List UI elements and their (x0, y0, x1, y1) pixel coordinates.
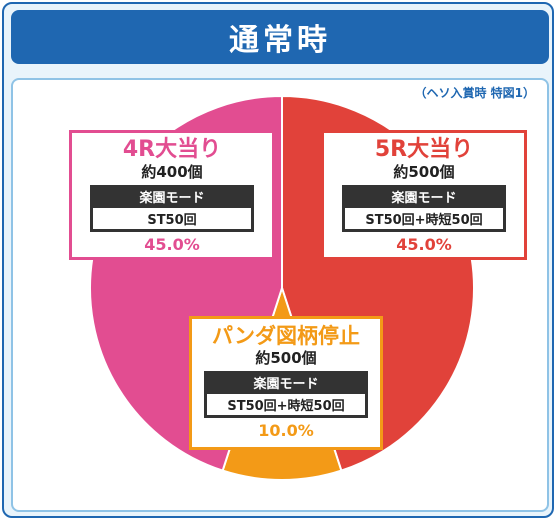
slice-percent: 45.0% (144, 235, 200, 254)
mode-name: 楽園モード (391, 191, 457, 206)
mode-box: 楽園モード ST50回 (90, 185, 254, 232)
slice-label-5r: 5R大当り 約500個 楽園モード ST50回+時短50回 45.0% (321, 130, 527, 260)
slice-name: 5R大当り (374, 137, 474, 162)
slice-percent: 10.0% (258, 421, 314, 440)
slice-name: 4R大当り (122, 137, 222, 162)
slice-name: パンダ図柄停止 (211, 324, 361, 348)
mode-detail: ST50回 (93, 208, 251, 229)
mode-detail: ST50回+時短50回 (207, 394, 365, 415)
mode-name: 楽園モード (253, 377, 319, 392)
slice-payout: 約500個 (393, 163, 455, 181)
chart-title: 通常時 (11, 10, 549, 64)
chart-note: （ヘソ入賞時 特図1） (414, 86, 535, 100)
slice-label-4r: 4R大当り 約400個 楽園モード ST50回 45.0% (69, 130, 275, 260)
slice-payout: 約400個 (141, 163, 203, 181)
slice-percent: 45.0% (396, 235, 452, 254)
slice-label-panda: パンダ図柄停止 約500個 楽園モード ST50回+時短50回 10.0% (189, 316, 383, 450)
slice-payout: 約500個 (255, 349, 317, 367)
mode-detail: ST50回+時短50回 (345, 208, 503, 229)
mode-box: 楽園モード ST50回+時短50回 (204, 371, 368, 418)
mode-box: 楽園モード ST50回+時短50回 (342, 185, 506, 232)
chart-panel: （ヘソ入賞時 特図1） 4R大当り 約400個 楽園モード ST50回 45.0… (11, 78, 549, 512)
mode-name: 楽園モード (139, 191, 205, 206)
